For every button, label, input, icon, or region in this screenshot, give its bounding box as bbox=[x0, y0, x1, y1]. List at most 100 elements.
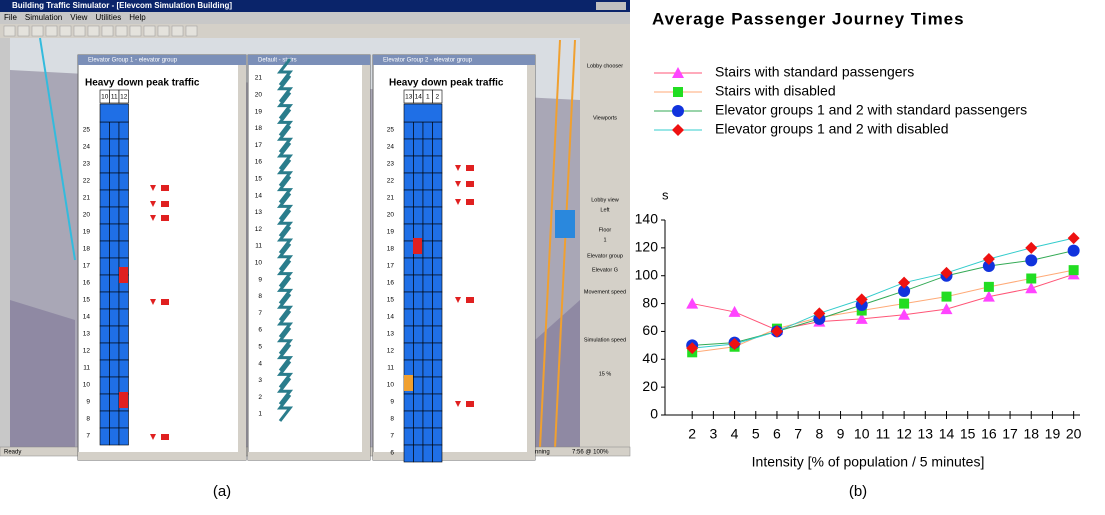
shaft-cell bbox=[99, 257, 110, 276]
toolbar-button[interactable] bbox=[171, 25, 184, 37]
marker bbox=[982, 253, 995, 265]
shaft-cell bbox=[432, 325, 443, 344]
side-panel-label[interactable]: 1 bbox=[603, 237, 606, 243]
shaft-cell bbox=[422, 444, 433, 463]
shaft-top bbox=[403, 103, 443, 123]
floor-number: 11 bbox=[387, 365, 394, 372]
shaft-cell bbox=[432, 427, 443, 446]
scrollbar[interactable] bbox=[527, 65, 535, 460]
caption: (b) bbox=[849, 483, 867, 500]
marker bbox=[855, 312, 868, 324]
toolbar-button[interactable] bbox=[17, 25, 30, 37]
shaft-cell bbox=[422, 376, 433, 395]
shaft-cell bbox=[403, 172, 414, 191]
scene-line bbox=[554, 39, 576, 449]
window-buttons[interactable] bbox=[596, 2, 626, 10]
shaft-cell bbox=[118, 410, 129, 429]
stair-flight bbox=[276, 192, 294, 221]
x-tick-label: 10 bbox=[854, 426, 870, 442]
scrollbar[interactable] bbox=[238, 65, 246, 460]
call-arrow bbox=[150, 299, 156, 305]
shaft-cell bbox=[432, 444, 443, 463]
status-text: 7:56 @ 100% bbox=[572, 450, 609, 456]
menu-item[interactable]: Utilities bbox=[95, 13, 121, 22]
floor-number: 21 bbox=[387, 195, 395, 202]
toolbar-button[interactable] bbox=[87, 25, 100, 37]
shaft-cell bbox=[413, 308, 424, 327]
shaft-cell bbox=[432, 189, 443, 208]
stair-flight bbox=[276, 91, 294, 120]
elevator-car bbox=[404, 375, 413, 391]
x-tick-label: 16 bbox=[981, 426, 997, 442]
shaft-cell bbox=[432, 342, 443, 361]
stair-flight bbox=[276, 226, 294, 254]
shaft-cell bbox=[432, 410, 443, 429]
x-tick-label: 5 bbox=[752, 426, 760, 442]
shaft-cell bbox=[413, 138, 424, 157]
stair-flight bbox=[276, 74, 294, 103]
toolbar bbox=[0, 24, 630, 38]
side-panel-label[interactable]: Left bbox=[600, 207, 610, 213]
toolbar-button[interactable] bbox=[3, 25, 16, 37]
shaft-cell bbox=[99, 172, 110, 191]
toolbar-button[interactable] bbox=[59, 25, 72, 37]
shaft-cell bbox=[109, 393, 120, 412]
floor-number: 14 bbox=[387, 314, 395, 321]
scrollbar[interactable] bbox=[362, 65, 370, 460]
shaft-cell bbox=[432, 308, 443, 327]
menu-item[interactable]: Simulation bbox=[25, 13, 62, 22]
shaft-cell bbox=[403, 138, 414, 157]
shaft-cell bbox=[413, 376, 424, 395]
side-panel-label[interactable]: Elevator G bbox=[592, 267, 618, 273]
menu-item[interactable]: Help bbox=[129, 13, 146, 22]
scrollbar[interactable] bbox=[248, 452, 362, 460]
sub-window-title-bar bbox=[248, 55, 370, 65]
scrollbar[interactable] bbox=[373, 452, 527, 460]
shaft-cell bbox=[99, 393, 110, 412]
marker bbox=[898, 308, 911, 320]
floor-number: 17 bbox=[83, 263, 91, 270]
toolbar-button[interactable] bbox=[101, 25, 114, 37]
toolbar-button[interactable] bbox=[45, 25, 58, 37]
side-panel bbox=[580, 38, 630, 448]
marker bbox=[686, 342, 699, 355]
stair-flight bbox=[276, 360, 294, 389]
floor-number: 21 bbox=[83, 195, 91, 202]
x-tick-label: 3 bbox=[709, 426, 717, 442]
elevator-number: 14 bbox=[415, 94, 423, 101]
floor-number: 5 bbox=[258, 344, 262, 351]
shaft-cell bbox=[422, 342, 433, 361]
floor-number: 22 bbox=[83, 178, 91, 185]
toolbar-button[interactable] bbox=[157, 25, 170, 37]
stair-flight bbox=[276, 310, 294, 338]
toolbar-button[interactable] bbox=[115, 25, 128, 37]
toolbar-button[interactable] bbox=[73, 25, 86, 37]
x-axis-label: Intensity [% of population / 5 minutes] bbox=[752, 454, 985, 470]
elevator-number: 1 bbox=[426, 94, 430, 101]
shaft-cell bbox=[99, 138, 110, 157]
call-arrow bbox=[455, 181, 461, 187]
shaft-cell bbox=[422, 121, 433, 140]
scrollbar[interactable] bbox=[78, 452, 238, 460]
stair-flight bbox=[276, 58, 294, 86]
toolbar-button[interactable] bbox=[129, 25, 142, 37]
shaft-cell bbox=[422, 223, 433, 242]
menu-item[interactable]: File bbox=[4, 13, 17, 22]
elevator-number: 2 bbox=[435, 94, 439, 101]
legend-label: Stairs with standard passengers bbox=[715, 64, 914, 80]
shaft-cell bbox=[109, 189, 120, 208]
marker bbox=[940, 266, 953, 279]
floor-number: 3 bbox=[258, 377, 262, 384]
stair-flight bbox=[276, 343, 294, 372]
toolbar-button[interactable] bbox=[143, 25, 156, 37]
marker bbox=[686, 297, 699, 309]
menu-item[interactable]: View bbox=[70, 13, 87, 22]
floor-number: 15 bbox=[387, 297, 395, 304]
floor-number: 21 bbox=[255, 75, 263, 82]
elevator-number: 11 bbox=[111, 94, 118, 101]
toolbar-button[interactable] bbox=[185, 25, 198, 37]
toolbar-button[interactable] bbox=[31, 25, 44, 37]
shaft-cell bbox=[118, 427, 129, 446]
floor-number: 8 bbox=[86, 416, 90, 423]
